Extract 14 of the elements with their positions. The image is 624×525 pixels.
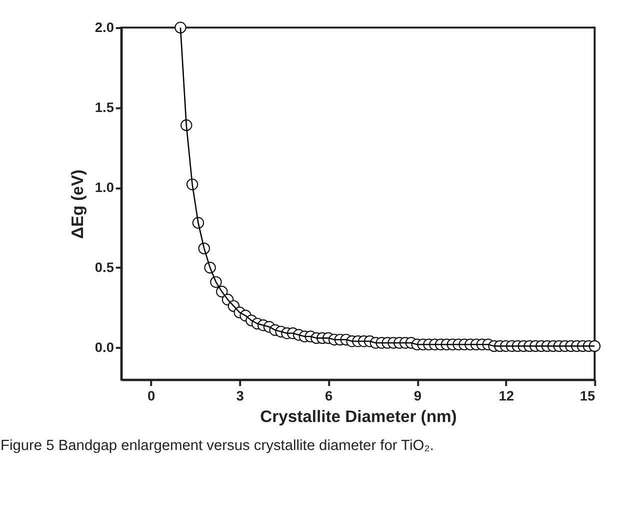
x-tick-label: 15: [580, 388, 596, 404]
caption: Figure 5 Bandgap enlargement versus crystallite diameter for TiO₂.: [0, 438, 434, 454]
x-tick-label: 3: [236, 388, 244, 404]
y-axis-title: ΔEg (eV): [68, 170, 88, 239]
y-tick-label: 0.5: [94, 260, 114, 276]
x-tick-label: 6: [325, 388, 334, 404]
x-tick-label: 9: [414, 388, 422, 404]
y-tick-label: 1.0: [94, 180, 114, 196]
y-tick-label: 1.5: [94, 100, 114, 115]
x-tick-label: 0: [148, 388, 156, 404]
x-axis-title: Crystallite Diameter (nm): [260, 407, 457, 426]
x-tick-label: 12: [498, 388, 514, 404]
y-tick-label: 2.0: [94, 20, 114, 35]
y-tick-label: 0.0: [94, 340, 114, 356]
